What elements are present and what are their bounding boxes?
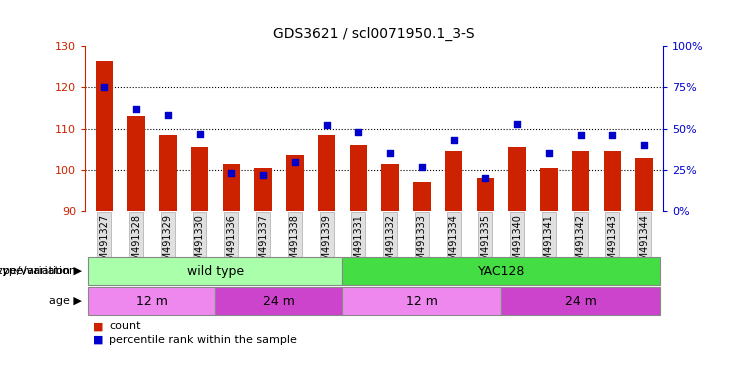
Point xyxy=(321,122,333,128)
Bar xyxy=(413,182,431,211)
Text: ■: ■ xyxy=(93,335,107,345)
Point xyxy=(606,132,618,138)
Point xyxy=(384,150,396,157)
Text: 24 m: 24 m xyxy=(263,295,295,308)
Bar xyxy=(127,116,144,211)
Bar xyxy=(159,135,176,211)
Bar xyxy=(254,168,272,211)
Point xyxy=(162,113,173,119)
Bar xyxy=(216,287,342,315)
Bar xyxy=(604,151,621,211)
Bar xyxy=(540,168,557,211)
Bar xyxy=(476,178,494,211)
Point xyxy=(193,131,205,137)
Point xyxy=(257,172,269,178)
Text: wild type: wild type xyxy=(187,265,244,278)
Bar xyxy=(572,151,589,211)
Bar xyxy=(445,151,462,211)
Title: GDS3621 / scl0071950.1_3-S: GDS3621 / scl0071950.1_3-S xyxy=(273,27,475,41)
Text: ■: ■ xyxy=(93,321,107,331)
Text: 12 m: 12 m xyxy=(406,295,438,308)
Text: 24 m: 24 m xyxy=(565,295,597,308)
Bar xyxy=(222,164,240,211)
Text: YAC128: YAC128 xyxy=(477,265,525,278)
Text: count: count xyxy=(109,321,141,331)
Bar xyxy=(636,157,653,211)
Text: percentile rank within the sample: percentile rank within the sample xyxy=(109,335,297,345)
Bar xyxy=(96,61,113,211)
Text: 12 m: 12 m xyxy=(136,295,168,308)
Bar xyxy=(350,145,367,211)
Point xyxy=(289,159,301,165)
Point xyxy=(225,170,237,176)
Point xyxy=(543,150,555,157)
Bar xyxy=(382,164,399,211)
Point xyxy=(638,142,650,148)
Text: age ▶: age ▶ xyxy=(50,296,82,306)
Point xyxy=(99,84,110,90)
Point xyxy=(511,121,523,127)
Point xyxy=(130,106,142,112)
Bar xyxy=(501,287,660,315)
Point xyxy=(416,164,428,170)
Bar xyxy=(88,257,342,285)
Bar xyxy=(88,287,216,315)
Text: genotype/variation ▶: genotype/variation ▶ xyxy=(0,266,82,276)
Bar xyxy=(191,147,208,211)
Point xyxy=(353,129,365,135)
Bar xyxy=(342,257,660,285)
Bar xyxy=(508,147,526,211)
Bar xyxy=(286,156,304,211)
Point xyxy=(479,175,491,181)
Bar xyxy=(318,135,335,211)
Text: genotype/variation: genotype/variation xyxy=(0,266,79,276)
Point xyxy=(575,132,587,138)
Bar xyxy=(342,287,501,315)
Point xyxy=(448,137,459,143)
